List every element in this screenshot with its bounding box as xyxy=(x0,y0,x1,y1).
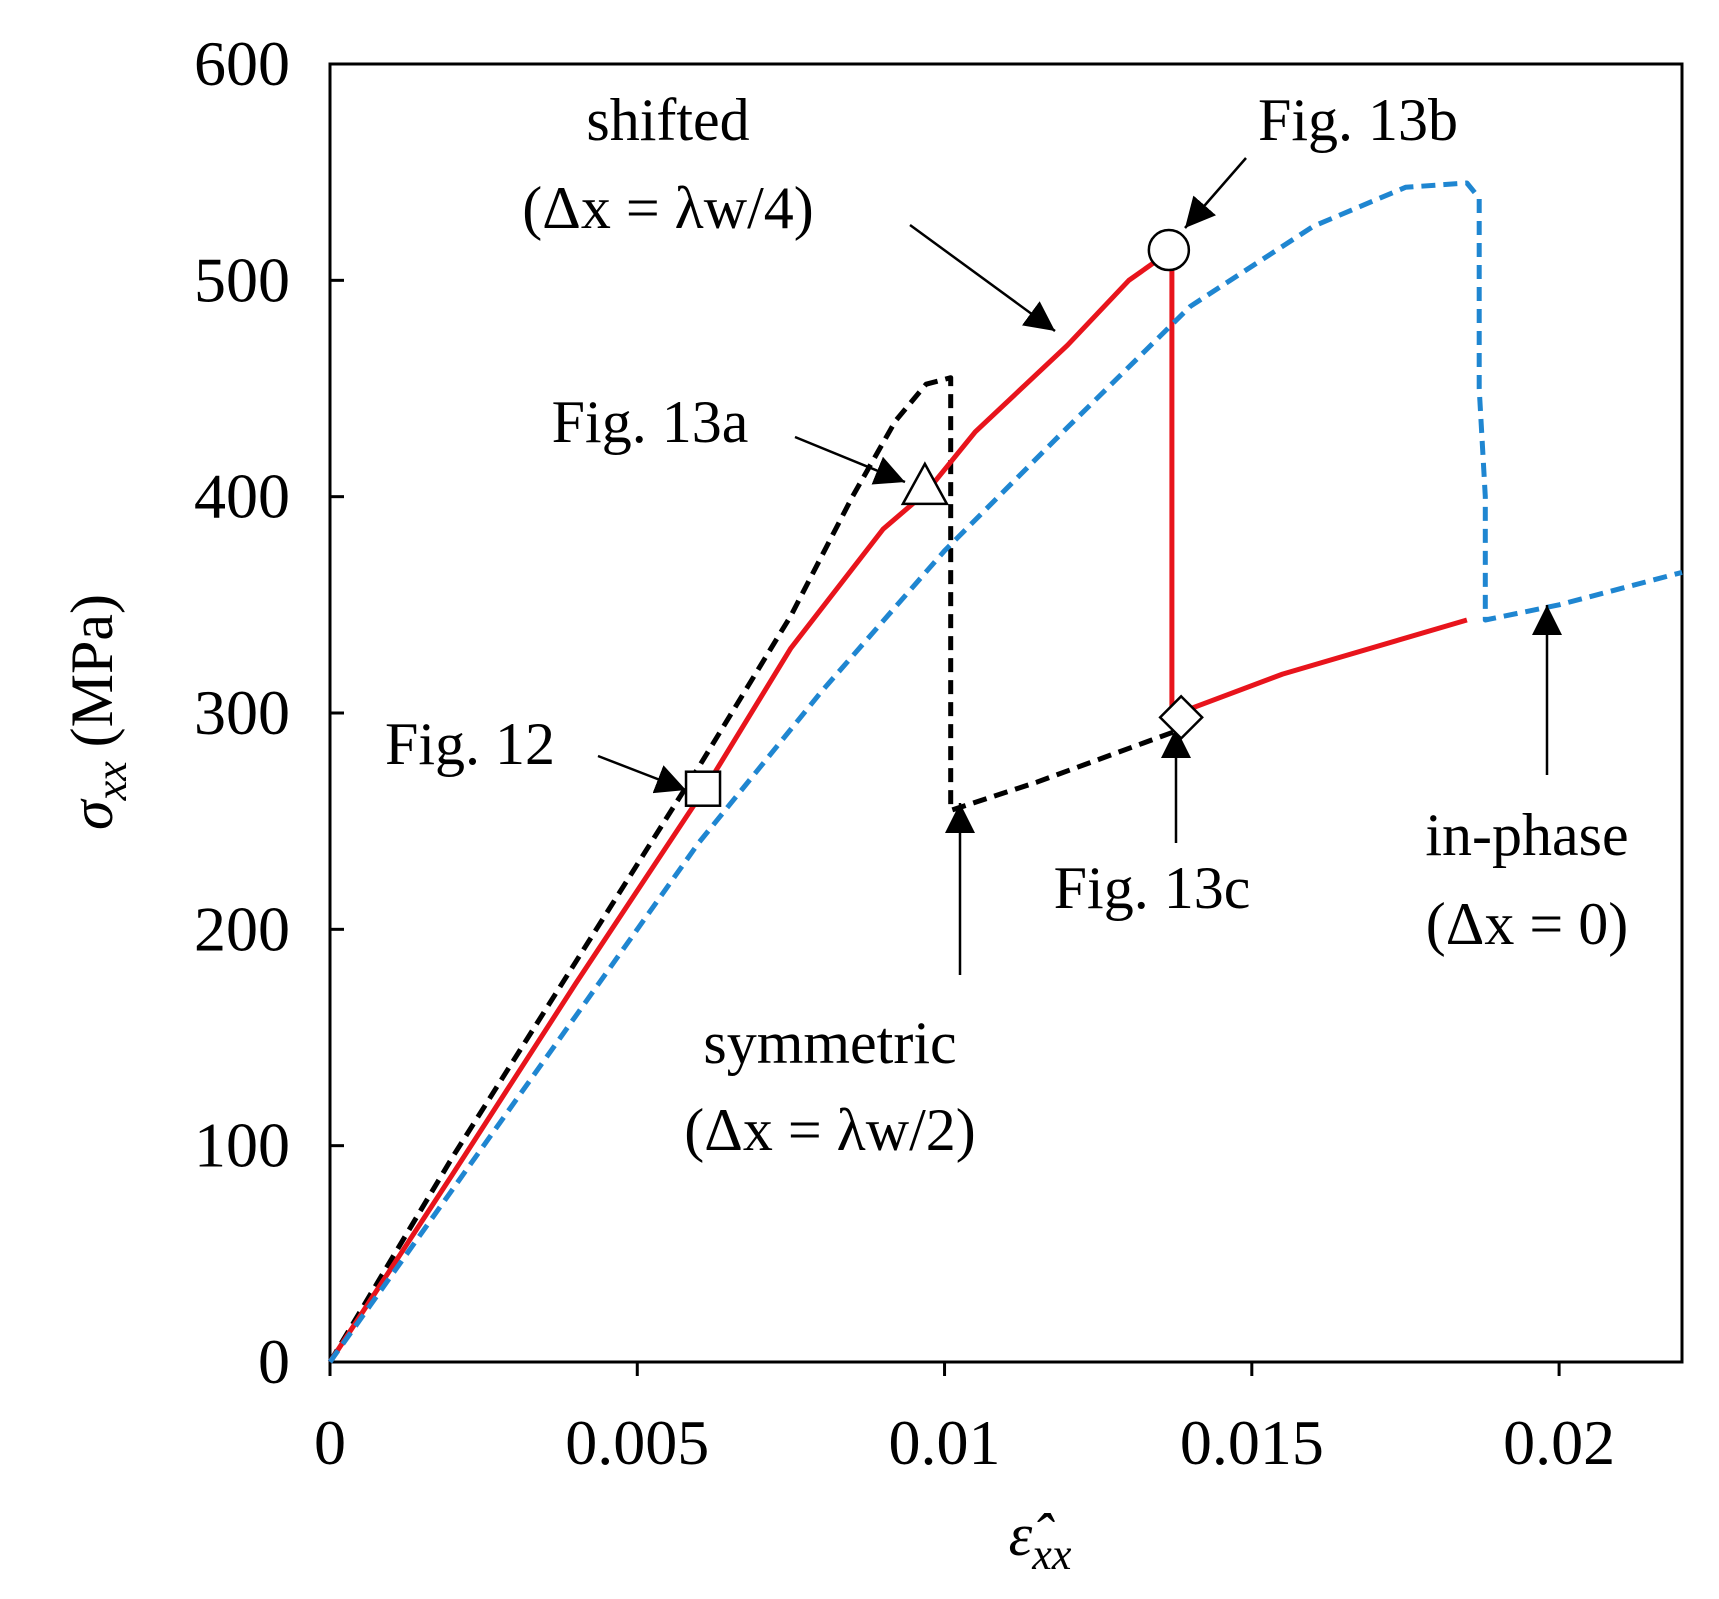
x-tick-label: 0 xyxy=(314,1407,346,1478)
y-tick-label: 500 xyxy=(194,244,290,315)
x-tick-label: 0.02 xyxy=(1503,1407,1615,1478)
y-axis-ticks: 0 100 200 300 400 500 600 xyxy=(194,28,344,1397)
y-axis-subscript: xx xyxy=(87,761,136,802)
y-tick-label: 300 xyxy=(194,677,290,748)
y-axis-units: (MPa) xyxy=(59,594,125,747)
y-tick-label: 600 xyxy=(194,28,290,99)
fig13b-circle-marker xyxy=(1147,228,1191,272)
label-shifted-params: (Δx = λw/4) xyxy=(522,175,813,241)
label-fig13c: Fig. 13c xyxy=(1054,855,1251,921)
fig13a-triangle-marker xyxy=(900,461,949,506)
x-tick-label: 0.015 xyxy=(1180,1407,1324,1478)
series-in-phase-line xyxy=(327,180,1683,1364)
x-axis-subscript: xx xyxy=(1031,1530,1072,1579)
y-tick-label: 0 xyxy=(258,1326,290,1397)
y-tick-label: 200 xyxy=(194,893,290,964)
label-shifted-title: shifted xyxy=(586,87,749,153)
label-in-phase-params: (Δx = 0) xyxy=(1426,891,1628,957)
annotation-arrows xyxy=(597,157,1562,975)
x-axis-title: ε̂xx xyxy=(1009,1502,1072,1579)
x-tick-label: 0.01 xyxy=(889,1407,1001,1478)
label-symmetric-title: symmetric xyxy=(703,1010,956,1076)
x-tick-label: 0.005 xyxy=(565,1407,709,1478)
arrow-fig12 xyxy=(597,754,687,794)
y-axis-symbol: σ xyxy=(59,798,125,830)
label-fig13b: Fig. 13b xyxy=(1258,87,1458,153)
label-in-phase-title: in-phase xyxy=(1425,802,1628,868)
label-fig12: Fig. 12 xyxy=(385,711,555,777)
y-tick-label: 100 xyxy=(194,1110,290,1181)
label-fig13a: Fig. 13a xyxy=(552,389,749,455)
arrow-shifted xyxy=(909,223,1056,333)
annotation-labels: shifted (Δx = λw/4) Fig. 13b Fig. 13a Fi… xyxy=(385,87,1629,1163)
arrow-fig13b xyxy=(1184,157,1247,229)
y-axis-title: σxx (MPa) xyxy=(59,594,136,830)
y-tick-label: 400 xyxy=(194,461,290,532)
point-markers xyxy=(684,228,1204,807)
fig12-square-marker xyxy=(684,770,722,807)
arrow-fig13a xyxy=(794,435,906,485)
fig13c-diamond-marker xyxy=(1158,694,1204,741)
label-symmetric-params: (Δx = λw/2) xyxy=(684,1097,975,1163)
x-axis-ticks: 0 0.005 0.01 0.015 0.02 xyxy=(314,1362,1615,1478)
series-symmetric-line xyxy=(327,375,1179,1364)
